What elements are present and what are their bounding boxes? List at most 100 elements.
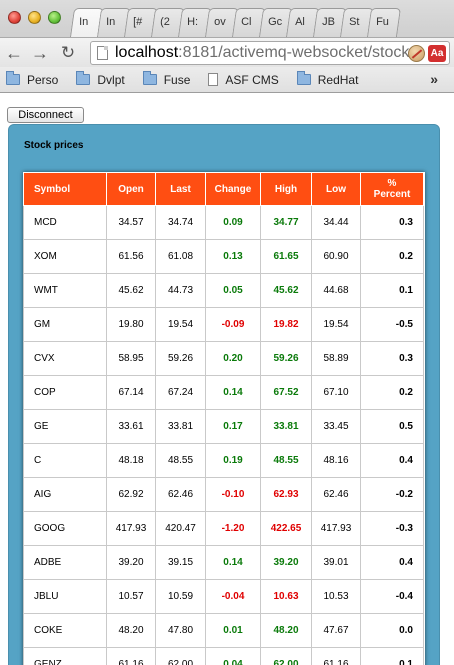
- cell-change: 0.19: [205, 443, 261, 478]
- browser-tab-label: Fu: [376, 16, 389, 28]
- browser-toolbar: ← → ↻ localhost:8181/activemq-websocket/…: [0, 37, 454, 67]
- close-window-icon[interactable]: [8, 11, 21, 24]
- table-row: XOM 61.56 61.08 0.13 61.65 60.90 0.2: [23, 239, 424, 274]
- cell-last: 39.15: [155, 545, 206, 580]
- cell-change: -1.20: [205, 511, 261, 546]
- bookmark-item[interactable]: Perso: [6, 71, 58, 87]
- stock-table-container: Symbol Open Last Change High Low % Percen…: [23, 172, 425, 665]
- folder-icon: [296, 71, 311, 85]
- cell-high: 10.63: [260, 579, 312, 614]
- cell-change: 0.04: [205, 647, 261, 665]
- bookmark-item[interactable]: Dvlpt: [76, 71, 125, 87]
- cell-percent: 0.5: [360, 409, 424, 444]
- header-change[interactable]: Change: [205, 172, 261, 206]
- cell-last: 62.00: [155, 647, 206, 665]
- cell-symbol: GOOG: [23, 511, 107, 546]
- page-icon: [97, 46, 108, 60]
- address-bar[interactable]: localhost:8181/activemq-websocket/stock.…: [90, 41, 450, 65]
- cell-low: 10.53: [311, 579, 361, 614]
- cell-low: 60.90: [311, 239, 361, 274]
- bookmarks-more-button[interactable]: »: [430, 71, 438, 87]
- cell-symbol: GE: [23, 409, 107, 444]
- cell-percent: 0.2: [360, 375, 424, 410]
- table-row: GENZ 61.16 62.00 0.04 62.00 61.16 0.1: [23, 647, 424, 665]
- cell-high: 19.82: [260, 307, 312, 342]
- cell-change: 0.09: [205, 205, 261, 240]
- cell-symbol: COKE: [23, 613, 107, 648]
- extension-adobe-icon[interactable]: Aa: [428, 45, 446, 62]
- cell-symbol: GENZ: [23, 647, 107, 665]
- cell-percent: 0.2: [360, 239, 424, 274]
- stock-table: Symbol Open Last Change High Low % Percen…: [23, 172, 424, 665]
- cell-symbol: CVX: [23, 341, 107, 376]
- minimize-window-icon[interactable]: [28, 11, 41, 24]
- cell-last: 67.24: [155, 375, 206, 410]
- cell-high: 67.52: [260, 375, 312, 410]
- cell-low: 44.68: [311, 273, 361, 308]
- cell-open: 58.95: [106, 341, 156, 376]
- tab-strip: In In [# (2 H: ov Cl Gc Al JB St Fu: [69, 8, 402, 37]
- header-last[interactable]: Last: [155, 172, 206, 206]
- bookmark-item[interactable]: RedHat: [296, 71, 358, 87]
- header-percent-sign: %: [387, 178, 397, 189]
- url-text[interactable]: localhost:8181/activemq-websocket/stock.…: [115, 44, 423, 62]
- stock-prices-panel: Stock prices Symbol Open Last Change Hig…: [8, 124, 440, 665]
- header-symbol[interactable]: Symbol: [23, 172, 107, 206]
- bookmark-item[interactable]: Fuse: [142, 71, 190, 87]
- cell-percent: 0.3: [360, 341, 424, 376]
- cell-percent: -0.3: [360, 511, 424, 546]
- browser-tab-label: (2: [160, 16, 170, 28]
- table-row: COKE 48.20 47.80 0.01 48.20 47.67 0.0: [23, 613, 424, 648]
- browser-tab-label: Cl: [241, 16, 252, 28]
- table-row: JBLU 10.57 10.59 -0.04 10.63 10.53 -0.4: [23, 579, 424, 614]
- browser-tab[interactable]: Fu: [366, 8, 402, 37]
- cell-open: 67.14: [106, 375, 156, 410]
- cell-low: 34.44: [311, 205, 361, 240]
- cell-low: 48.16: [311, 443, 361, 478]
- cell-change: 0.05: [205, 273, 261, 308]
- folder-icon: [142, 71, 157, 85]
- cell-last: 44.73: [155, 273, 206, 308]
- cell-percent: 0.1: [360, 273, 424, 308]
- forward-arrow-icon[interactable]: →: [31, 43, 49, 63]
- cell-percent: 0.4: [360, 545, 424, 580]
- cell-low: 61.16: [311, 647, 361, 665]
- browser-tab-label: Al: [295, 16, 305, 28]
- cell-open: 62.92: [106, 477, 156, 512]
- browser-tab-label: JB: [322, 16, 335, 28]
- cell-change: -0.04: [205, 579, 261, 614]
- browser-tab-label: In: [79, 16, 89, 28]
- cell-change: 0.14: [205, 375, 261, 410]
- cell-last: 33.81: [155, 409, 206, 444]
- cell-low: 67.10: [311, 375, 361, 410]
- table-row: GM 19.80 19.54 -0.09 19.82 19.54 -0.5: [23, 307, 424, 342]
- back-arrow-icon[interactable]: ←: [5, 43, 23, 63]
- cell-percent: 0.1: [360, 647, 424, 665]
- cell-symbol: C: [23, 443, 107, 478]
- cell-open: 33.61: [106, 409, 156, 444]
- cell-change: -0.09: [205, 307, 261, 342]
- zoom-window-icon[interactable]: [48, 11, 61, 24]
- header-low[interactable]: Low: [311, 172, 361, 206]
- cell-open: 45.62: [106, 273, 156, 308]
- folder-icon: [6, 71, 20, 85]
- cell-symbol: MCD: [23, 205, 107, 240]
- cell-open: 39.20: [106, 545, 156, 580]
- disconnect-button[interactable]: Disconnect: [7, 107, 84, 123]
- cell-symbol: WMT: [23, 273, 107, 308]
- browser-tab-label: H:: [187, 16, 199, 28]
- cell-open: 10.57: [106, 579, 156, 614]
- cell-last: 19.54: [155, 307, 206, 342]
- cell-last: 420.47: [155, 511, 206, 546]
- url-host: localhost: [115, 44, 179, 61]
- header-percent[interactable]: % Percent: [360, 172, 424, 206]
- cell-last: 61.08: [155, 239, 206, 274]
- bookmark-label: ASF CMS: [225, 72, 279, 87]
- header-open[interactable]: Open: [106, 172, 156, 206]
- extension-cookie-icon[interactable]: [408, 45, 425, 62]
- browser-tab-label: ov: [214, 16, 226, 28]
- header-high[interactable]: High: [260, 172, 312, 206]
- table-row: MCD 34.57 34.74 0.09 34.77 34.44 0.3: [23, 205, 424, 240]
- bookmark-item[interactable]: ASF CMS: [208, 72, 279, 87]
- reload-icon[interactable]: ↻: [60, 43, 76, 62]
